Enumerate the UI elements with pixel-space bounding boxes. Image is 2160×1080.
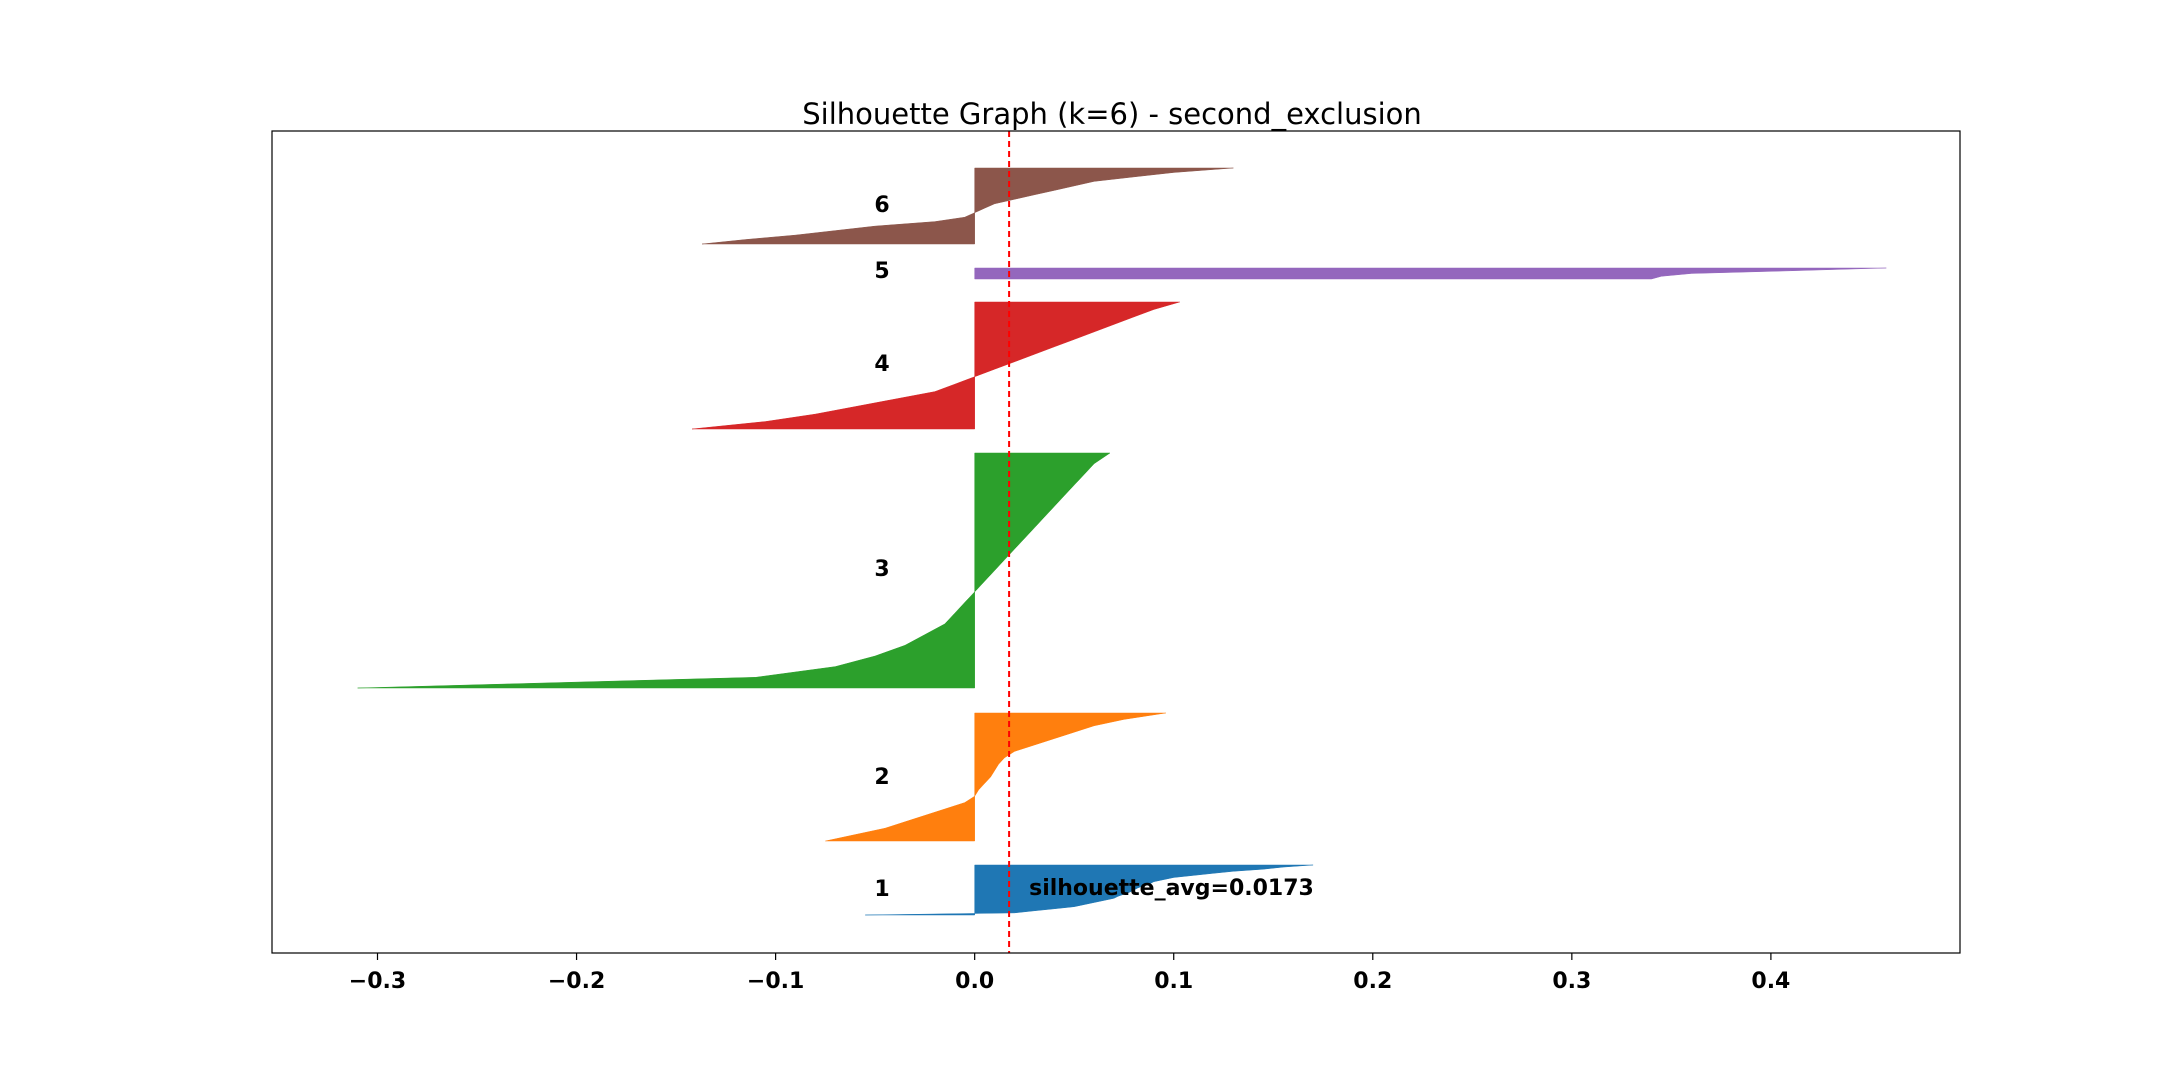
x-tick-label: −0.3 [349,969,406,994]
silhouette-clusters [357,167,1887,916]
x-tick-label: 0.0 [955,969,994,994]
plot-area-frame [271,130,1961,954]
cluster-2-silhouette [825,712,1166,842]
chart-title: Silhouette Graph (k=6) - second_exclusio… [802,97,1422,131]
cluster-label-1: 1 [874,877,889,902]
x-tick-label: 0.2 [1353,969,1392,994]
cluster-1-silhouette [865,864,1314,916]
x-tick-label: 0.4 [1751,969,1790,994]
cluster-labels: 1 2 3 4 5 6 [874,193,889,902]
x-tick-label: −0.2 [548,969,605,994]
x-axis: −0.3 −0.2 −0.1 0.0 0.1 0.2 0.3 0.4 [349,953,1790,994]
x-tick-label: 0.3 [1552,969,1591,994]
cluster-label-5: 5 [874,259,889,284]
x-tick-label: 0.1 [1154,969,1193,994]
cluster-label-3: 3 [874,557,889,582]
cluster-label-6: 6 [874,193,889,218]
x-tick-label: −0.1 [747,969,804,994]
cluster-6-silhouette [701,167,1234,245]
cluster-3-silhouette [357,452,1111,689]
cluster-label-2: 2 [874,765,889,790]
cluster-5-silhouette [974,267,1887,280]
silhouette-average-annotation: silhouette_avg=0.0173 [1029,876,1314,901]
cluster-4-silhouette [691,301,1180,430]
cluster-label-4: 4 [874,352,889,377]
